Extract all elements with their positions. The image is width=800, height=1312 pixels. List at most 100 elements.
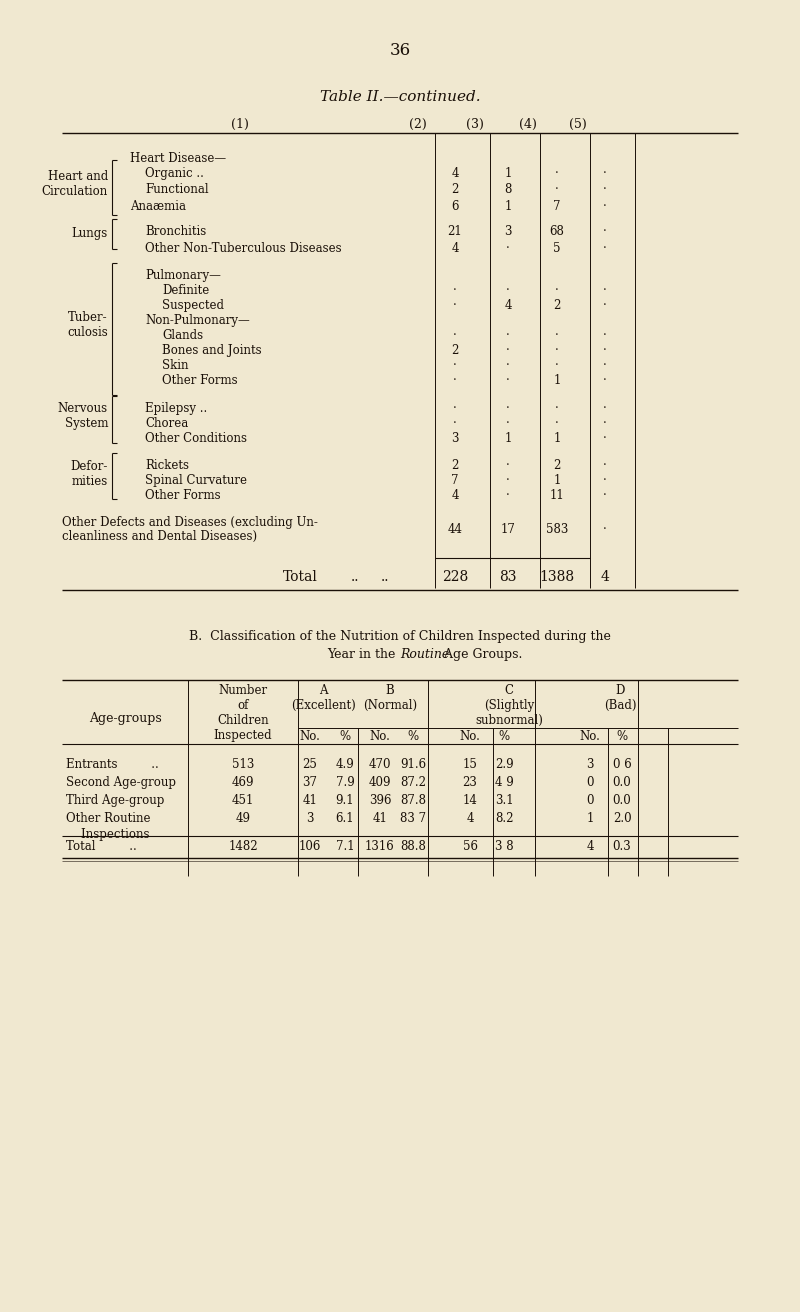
Text: 4: 4 — [451, 241, 458, 255]
Text: 7.9: 7.9 — [336, 775, 354, 789]
Text: 4: 4 — [451, 489, 458, 502]
Text: 23: 23 — [462, 775, 478, 789]
Text: ·: · — [603, 374, 607, 387]
Text: 14: 14 — [462, 794, 478, 807]
Text: Lungs: Lungs — [72, 227, 108, 240]
Text: 3: 3 — [306, 812, 314, 825]
Text: A
(Excellent): A (Excellent) — [290, 684, 355, 712]
Text: (1): (1) — [231, 118, 249, 131]
Text: 4.9: 4.9 — [336, 758, 354, 771]
Text: Other Conditions: Other Conditions — [145, 432, 247, 445]
Text: Bronchitis: Bronchitis — [145, 224, 206, 237]
Text: ·: · — [603, 359, 607, 373]
Text: Age-groups: Age-groups — [89, 712, 162, 726]
Text: ·: · — [603, 474, 607, 487]
Text: 0: 0 — [586, 775, 594, 789]
Text: ·: · — [506, 283, 510, 297]
Text: cleanliness and Dental Diseases): cleanliness and Dental Diseases) — [62, 530, 257, 543]
Text: 1: 1 — [586, 812, 594, 825]
Text: ·: · — [555, 329, 559, 342]
Text: Epilepsy ..: Epilepsy .. — [145, 401, 207, 415]
Text: 11: 11 — [550, 489, 564, 502]
Text: ·: · — [555, 359, 559, 373]
Text: 0.0: 0.0 — [613, 794, 631, 807]
Text: 409: 409 — [369, 775, 391, 789]
Text: %: % — [498, 729, 510, 743]
Text: 9.1: 9.1 — [336, 794, 354, 807]
Text: 25: 25 — [302, 758, 318, 771]
Text: 41: 41 — [302, 794, 318, 807]
Text: (3): (3) — [466, 118, 484, 131]
Text: Heart and
Circulation: Heart and Circulation — [42, 171, 108, 198]
Text: ·: · — [555, 401, 559, 415]
Text: ·: · — [453, 417, 457, 430]
Text: Year in the: Year in the — [328, 648, 400, 661]
Text: ·: · — [506, 329, 510, 342]
Text: ·: · — [506, 359, 510, 373]
Text: Functional: Functional — [145, 182, 209, 195]
Text: No.: No. — [299, 729, 321, 743]
Text: %: % — [617, 729, 627, 743]
Text: ·: · — [555, 344, 559, 357]
Text: Bones and Joints: Bones and Joints — [162, 344, 262, 357]
Text: ·: · — [603, 432, 607, 445]
Text: ·: · — [506, 474, 510, 487]
Text: ·: · — [603, 224, 607, 237]
Text: Pulmonary—: Pulmonary— — [145, 269, 221, 282]
Text: Nervous
System: Nervous System — [58, 401, 108, 430]
Text: 3 8: 3 8 — [494, 840, 514, 853]
Text: ..: .. — [350, 569, 359, 584]
Text: Heart Disease—: Heart Disease— — [130, 152, 226, 165]
Text: 4: 4 — [601, 569, 610, 584]
Text: %: % — [339, 729, 350, 743]
Text: 2.0: 2.0 — [613, 812, 631, 825]
Text: 6: 6 — [451, 199, 458, 213]
Text: ·: · — [603, 241, 607, 255]
Text: 2: 2 — [554, 459, 561, 472]
Text: ·: · — [453, 299, 457, 312]
Text: ·: · — [603, 344, 607, 357]
Text: Other Routine: Other Routine — [66, 812, 150, 825]
Text: Chorea: Chorea — [145, 417, 188, 430]
Text: 469: 469 — [232, 775, 254, 789]
Text: Spinal Curvature: Spinal Curvature — [145, 474, 247, 487]
Text: B
(Normal): B (Normal) — [363, 684, 417, 712]
Text: ·: · — [555, 182, 559, 195]
Text: ·: · — [453, 359, 457, 373]
Text: Routine: Routine — [400, 648, 450, 661]
Text: Other Non-Tuberculous Diseases: Other Non-Tuberculous Diseases — [145, 241, 342, 255]
Text: 1: 1 — [554, 474, 561, 487]
Text: 583: 583 — [546, 523, 568, 537]
Text: 87.2: 87.2 — [400, 775, 426, 789]
Text: ·: · — [603, 401, 607, 415]
Text: ·: · — [453, 401, 457, 415]
Text: Organic ..: Organic .. — [145, 167, 204, 180]
Text: Second Age-group: Second Age-group — [66, 775, 176, 789]
Text: B.  Classification of the Nutrition of Children Inspected during the: B. Classification of the Nutrition of Ch… — [189, 630, 611, 643]
Text: (4): (4) — [519, 118, 537, 131]
Text: (2): (2) — [409, 118, 427, 131]
Text: ·: · — [506, 489, 510, 502]
Text: 1482: 1482 — [228, 840, 258, 853]
Text: ·: · — [603, 329, 607, 342]
Text: 2: 2 — [554, 299, 561, 312]
Text: 228: 228 — [442, 569, 468, 584]
Text: 87.8: 87.8 — [400, 794, 426, 807]
Text: 106: 106 — [299, 840, 321, 853]
Text: 1388: 1388 — [539, 569, 574, 584]
Text: Rickets: Rickets — [145, 459, 189, 472]
Text: ·: · — [453, 329, 457, 342]
Text: ·: · — [453, 374, 457, 387]
Text: 2: 2 — [451, 182, 458, 195]
Text: Tuber-
culosis: Tuber- culosis — [67, 311, 108, 338]
Text: 8.2: 8.2 — [494, 812, 514, 825]
Text: ·: · — [555, 283, 559, 297]
Text: Definite: Definite — [162, 283, 210, 297]
Text: ·: · — [506, 401, 510, 415]
Text: Number
of
Children
Inspected: Number of Children Inspected — [214, 684, 272, 743]
Text: No.: No. — [579, 729, 601, 743]
Text: 1316: 1316 — [365, 840, 395, 853]
Text: Defor-
mities: Defor- mities — [70, 461, 108, 488]
Text: 396: 396 — [369, 794, 391, 807]
Text: %: % — [407, 729, 418, 743]
